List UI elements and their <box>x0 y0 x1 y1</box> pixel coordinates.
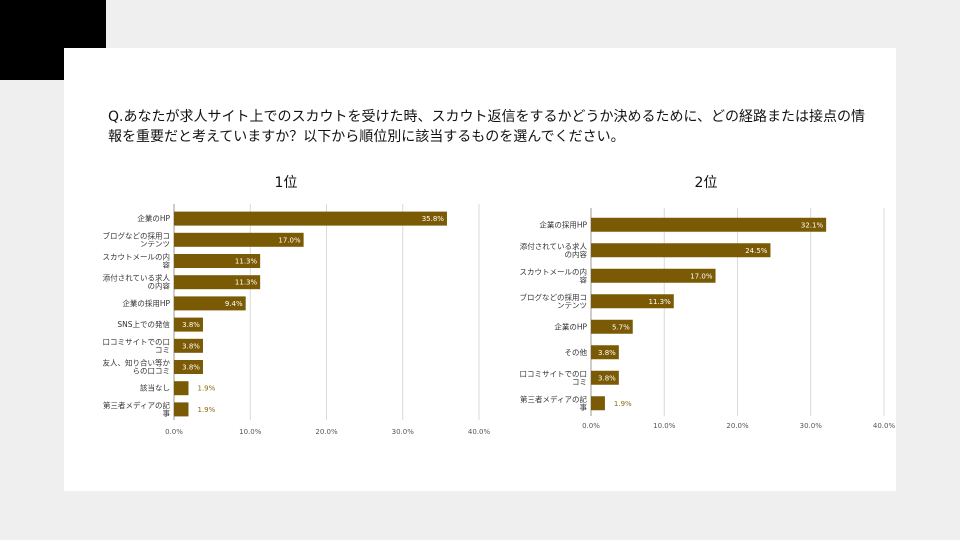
bar <box>174 381 189 396</box>
data-label: 11.3% <box>649 298 672 306</box>
x-tick-label: 0.0% <box>165 428 183 436</box>
category-label: 口コミサイトでの口 <box>103 337 171 346</box>
data-label: 17.0% <box>278 236 301 244</box>
category-label: 添付されている求人 <box>520 241 588 251</box>
data-label: 1.9% <box>197 385 215 393</box>
x-tick-label: 20.0% <box>315 428 338 436</box>
bar <box>174 275 261 290</box>
data-label: 24.5% <box>745 247 768 255</box>
bar <box>174 254 261 268</box>
data-label: 11.3% <box>235 279 258 287</box>
category-label: の内容 <box>148 281 171 291</box>
x-tick-label: 0.0% <box>582 422 600 430</box>
x-tick-label: 40.0% <box>873 422 896 430</box>
data-label: 3.8% <box>182 364 200 372</box>
bar <box>591 396 605 411</box>
category-label: 企業の採用HP <box>539 219 587 229</box>
category-label: 事 <box>580 402 588 412</box>
data-label: 32.1% <box>801 221 824 229</box>
bar <box>591 319 633 334</box>
chart-title-rank1: 1位 <box>274 175 298 191</box>
category-label: 企業のHP <box>554 321 587 331</box>
x-tick-label: 20.0% <box>726 422 749 430</box>
data-label: 35.8% <box>422 215 445 223</box>
category-label: 企業の採用HP <box>122 298 170 308</box>
category-label: 添付されている求人 <box>103 273 171 283</box>
question-text: Q.あなたが求人サイト上でのスカウトを受けた時、スカウト返信をするかどうか決める… <box>108 109 866 145</box>
bar <box>174 296 246 311</box>
bar <box>174 402 189 417</box>
bar <box>591 268 716 283</box>
category-label: 口コミサイトでの口 <box>520 369 588 378</box>
category-label: らの口コミ <box>133 367 171 376</box>
category-label: ンテンツ <box>140 239 170 248</box>
category-label: の内容 <box>565 249 588 259</box>
category-label: その他 <box>565 347 588 357</box>
category-label: スカウトメールの内 <box>103 252 171 262</box>
category-label: 友人、知り合い等か <box>103 358 171 368</box>
bar <box>591 217 827 232</box>
category-label: 容 <box>580 274 588 284</box>
bar <box>174 360 203 374</box>
category-label: スカウトメールの内 <box>520 266 588 276</box>
bar <box>174 317 203 332</box>
bar-chart-rank2: 0.0% 10.0% 20.0% 30.0% 40.0% 32.1% 企業の採用HP 24.5… <box>520 208 896 430</box>
data-label: 3.8% <box>182 321 200 329</box>
data-label: 3.8% <box>598 349 616 357</box>
category-label: コミ <box>572 377 587 386</box>
category-label: ンテンツ <box>557 301 587 310</box>
x-tick-label: 30.0% <box>392 428 415 436</box>
bar <box>174 232 304 247</box>
category-label: 容 <box>163 260 171 270</box>
bar <box>591 345 619 360</box>
data-label: 1.9% <box>197 406 215 414</box>
data-label: 9.4% <box>225 300 243 308</box>
x-tick-label: 10.0% <box>653 422 676 430</box>
data-label: 3.8% <box>182 342 200 350</box>
category-label: コミ <box>155 345 170 354</box>
category-label: 該当なし <box>140 383 170 393</box>
x-tick-label: 40.0% <box>468 428 491 436</box>
bar <box>591 294 674 309</box>
category-label: 事 <box>163 408 171 418</box>
bar-chart-rank1: 0.0% 10.0% 20.0% 30.0% 40.0% 35.8% 企業のHP 17.0% ブ… <box>103 204 491 436</box>
category-label: SNS上での発信 <box>117 319 170 329</box>
bar <box>174 338 203 353</box>
chart-title-rank2: 2位 <box>694 175 718 191</box>
bar <box>174 211 447 226</box>
data-label: 11.3% <box>235 258 258 266</box>
x-tick-label: 30.0% <box>800 422 823 430</box>
data-label: 17.0% <box>690 272 713 280</box>
slide-panel <box>64 48 896 491</box>
data-label: 1.9% <box>614 400 632 408</box>
category-label: 企業のHP <box>137 213 170 223</box>
x-tick-label: 10.0% <box>239 428 262 436</box>
category-label: ブログなどの採用コ <box>103 230 171 240</box>
category-label: 第三者メディアの記 <box>520 394 587 404</box>
data-label: 5.7% <box>612 323 630 331</box>
category-label: ブログなどの採用コ <box>520 292 588 302</box>
bar <box>591 370 619 385</box>
data-label: 3.8% <box>598 374 616 382</box>
category-label: 第三者メディアの記 <box>103 400 170 410</box>
bar <box>591 243 771 258</box>
